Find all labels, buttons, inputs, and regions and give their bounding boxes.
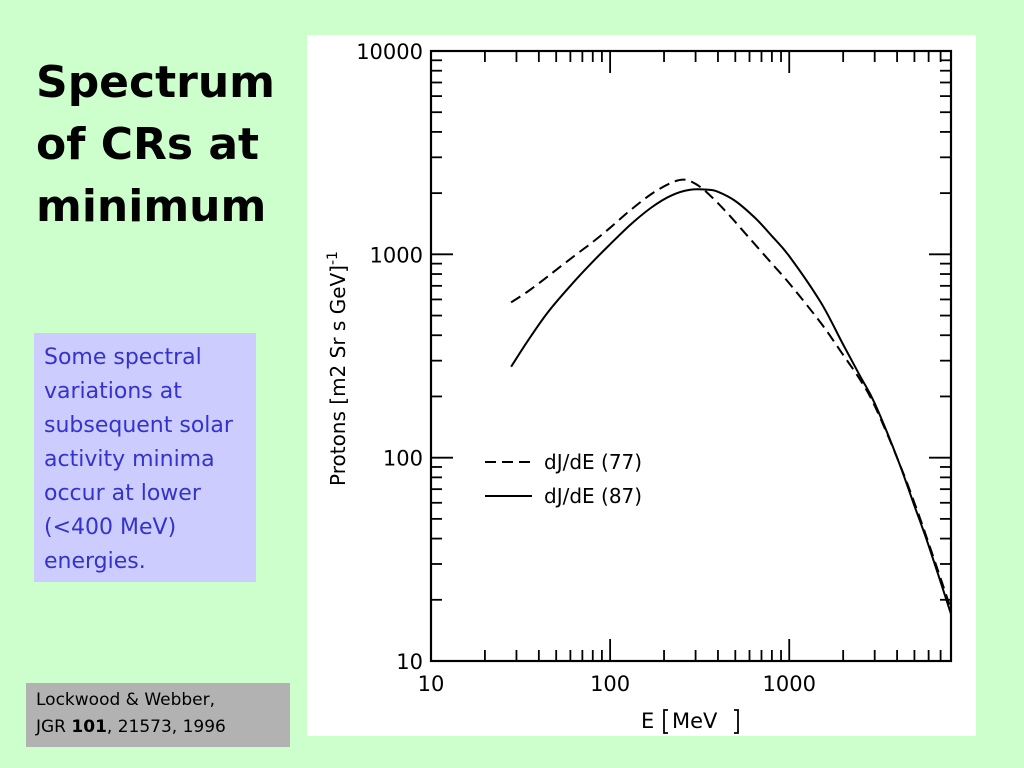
legend-label-87: dJ/dE (87) xyxy=(544,484,642,508)
y-axis-label: Protons [m2 Sr s GeV]-1 xyxy=(325,251,350,486)
x-tick-label: 100 xyxy=(590,672,630,696)
reference-journal: JGR xyxy=(36,717,66,737)
x-axis-label: E MeV xyxy=(641,709,739,734)
y-tick-label: 100 xyxy=(383,447,423,471)
note-box: Some spectral variations at subsequent s… xyxy=(34,333,256,582)
series-line-87 xyxy=(510,188,952,615)
x-axis-label-unit: MeV xyxy=(672,709,718,733)
y-tick-label: 10000 xyxy=(356,40,423,64)
y-axis-label-unit: m2 Sr s GeV xyxy=(326,273,350,397)
spectrum-chart: 10 100 1000 10000 10 100 1000 dJ/dE (77) dJ/dE… xyxy=(325,40,953,734)
reference-box: Lockwood & Webber, JGR 101, 21573, 1996 xyxy=(26,683,290,747)
series-lines xyxy=(510,178,952,615)
slide-title: Spectrum of CRs at minimum xyxy=(36,57,276,232)
reference-volume: 101 xyxy=(71,717,107,737)
series-line-77 xyxy=(510,178,952,610)
x-axis-bracket-right xyxy=(734,709,739,734)
y-tick-label: 10 xyxy=(396,650,423,674)
legend: dJ/dE (77) dJ/dE (87) xyxy=(485,450,642,508)
y-axis-label-text: Protons [m2 Sr s GeV]-1 xyxy=(325,251,350,486)
x-tick-label: 10 xyxy=(418,672,445,696)
legend-label-77: dJ/dE (77) xyxy=(544,450,642,474)
x-tick-label: 1000 xyxy=(763,672,816,696)
y-axis-bracket-open: [ xyxy=(326,397,350,405)
chart-panel: 10 100 1000 10000 10 100 1000 dJ/dE (77) dJ/dE… xyxy=(307,35,976,736)
x-axis-label-main: E xyxy=(641,709,654,733)
y-axis-label-main: Protons xyxy=(326,405,350,486)
reference-pages-year: , 21573, 1996 xyxy=(106,717,226,737)
plot-frame xyxy=(429,49,953,663)
y-tick-label: 1000 xyxy=(370,243,423,267)
note-text: Some spectral variations at subsequent s… xyxy=(44,345,233,574)
reference-authors: Lockwood & Webber, xyxy=(36,690,216,710)
tick-marks xyxy=(431,51,952,661)
y-axis-label-exponent: -1 xyxy=(325,251,341,265)
tick-labels: 10 100 1000 10000 10 100 1000 xyxy=(356,40,816,696)
x-axis-bracket-left xyxy=(663,709,668,734)
y-axis-bracket-close: ] xyxy=(326,265,350,273)
